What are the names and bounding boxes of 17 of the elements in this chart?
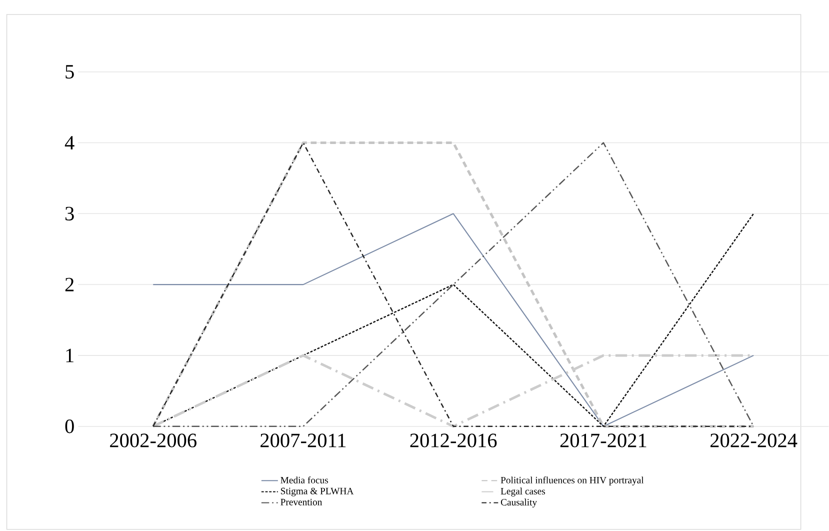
y-tick-label: 4: [64, 136, 74, 150]
y-tick-label: 0: [65, 419, 74, 434]
x-tick-label: 2017-2021: [560, 433, 646, 448]
legend-label: Media focus: [280, 476, 328, 484]
legend-label: Prevention: [280, 498, 322, 506]
x-tick-label: 2012-2016: [410, 433, 497, 448]
legend-label: Political influences on HIV portrayal: [500, 476, 644, 486]
legend-label: Legal cases: [500, 487, 546, 496]
x-tick-label: 2022-2024: [710, 433, 798, 448]
y-tick-label: 1: [66, 348, 74, 362]
y-tick-label: 5: [66, 64, 74, 78]
x-tick-label: 2007-2011: [260, 433, 346, 448]
y-tick-label: 3: [65, 206, 74, 220]
legend-label: Stigma & PLWHA: [280, 488, 354, 496]
y-tick-label: 2: [65, 278, 74, 292]
x-tick-label: 2002-2006: [110, 433, 196, 448]
legend-label: Causality: [500, 498, 538, 508]
